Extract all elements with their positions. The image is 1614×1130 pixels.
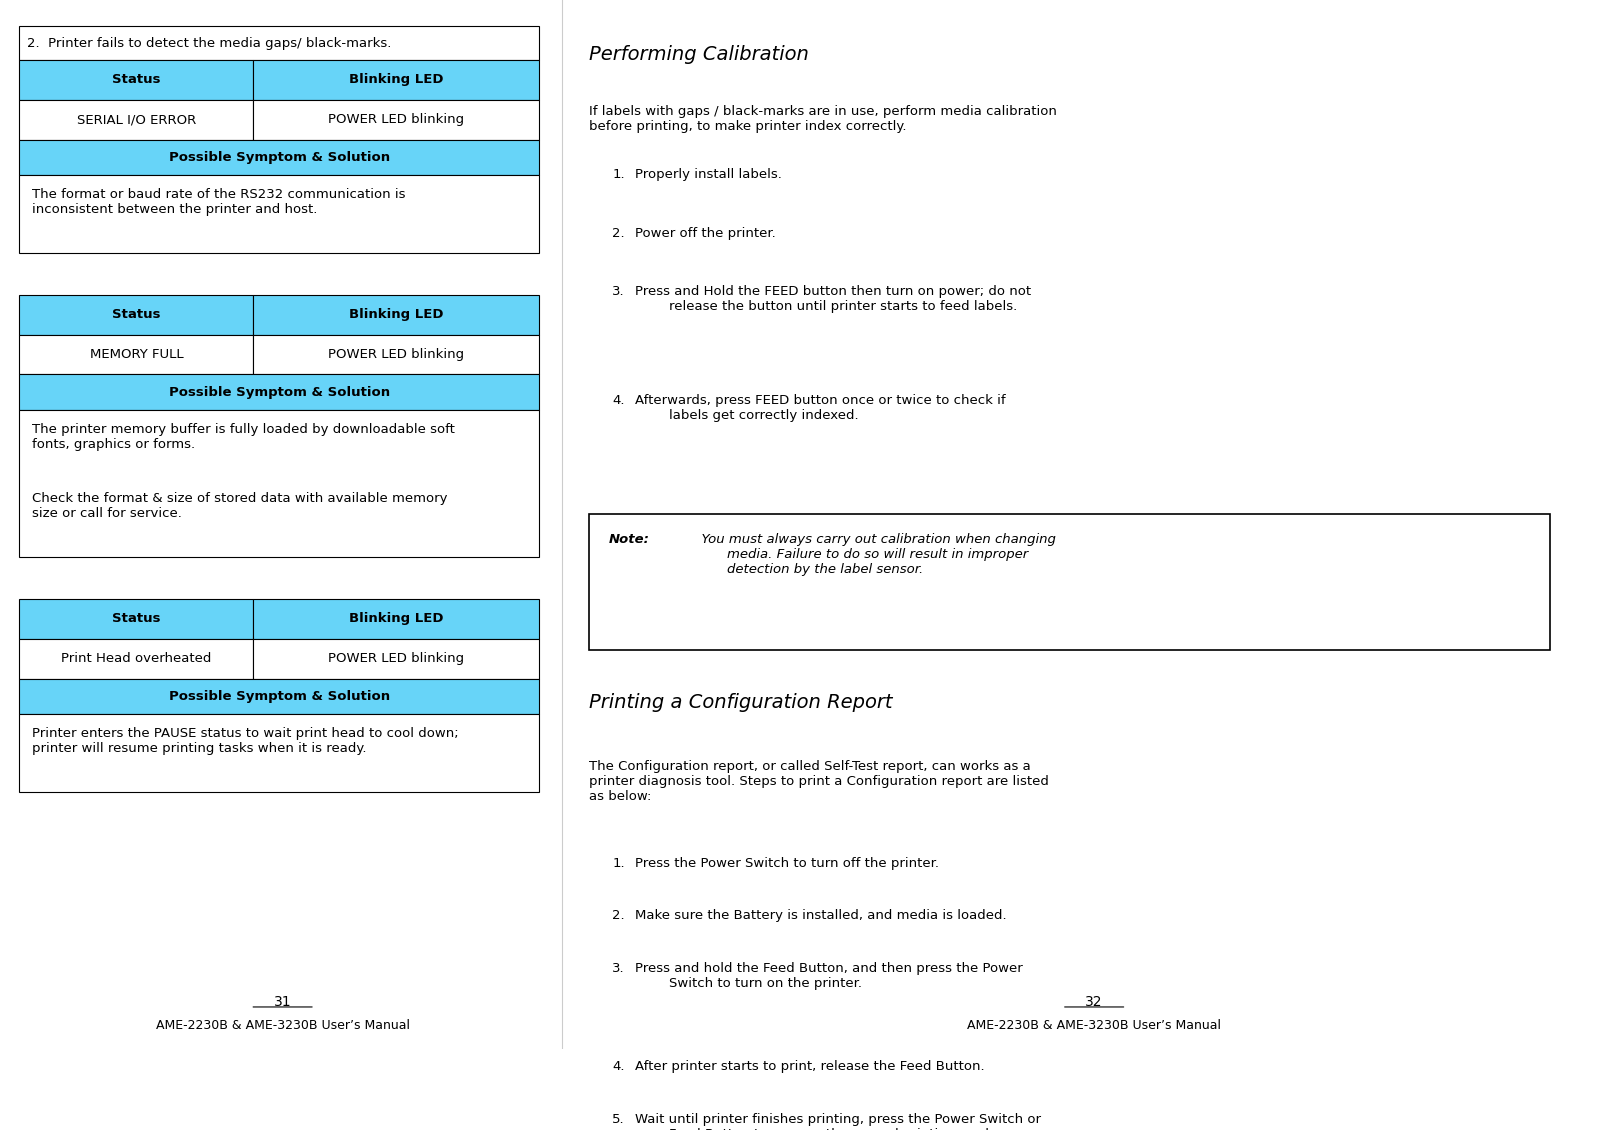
Text: 1.: 1. <box>612 857 625 870</box>
Bar <box>253 638 539 679</box>
Text: 1.: 1. <box>612 168 625 181</box>
Bar <box>589 514 1549 651</box>
Text: Print Head overheated: Print Head overheated <box>61 652 211 666</box>
Text: Performing Calibration: Performing Calibration <box>589 45 809 64</box>
Text: 3.: 3. <box>612 285 625 298</box>
Bar <box>19 334 253 374</box>
Text: Press the Power Switch to turn off the printer.: Press the Power Switch to turn off the p… <box>634 857 938 870</box>
Text: Possible Symptom & Solution: Possible Symptom & Solution <box>169 150 389 164</box>
Text: The printer memory buffer is fully loaded by downloadable soft
fonts, graphics o: The printer memory buffer is fully loade… <box>32 423 455 451</box>
Text: AME-2230B & AME-3230B User’s Manual: AME-2230B & AME-3230B User’s Manual <box>967 1019 1220 1033</box>
Bar <box>19 175 539 253</box>
Text: AME-2230B & AME-3230B User’s Manual: AME-2230B & AME-3230B User’s Manual <box>155 1019 410 1033</box>
Text: POWER LED blinking: POWER LED blinking <box>328 652 465 666</box>
Text: POWER LED blinking: POWER LED blinking <box>328 348 465 362</box>
Text: Status: Status <box>111 612 160 625</box>
Text: The format or baud rate of the RS232 communication is
inconsistent between the p: The format or baud rate of the RS232 com… <box>32 188 405 216</box>
Text: Press and Hold the FEED button then turn on power; do not
        release the bu: Press and Hold the FEED button then turn… <box>634 285 1030 313</box>
Text: Press and hold the Feed Button, and then press the Power
        Switch to turn : Press and hold the Feed Button, and then… <box>634 962 1022 990</box>
Bar <box>19 26 539 60</box>
Text: Afterwards, press FEED button once or twice to check if
        labels get corre: Afterwards, press FEED button once or tw… <box>634 394 1004 423</box>
Bar <box>253 599 539 638</box>
Text: Blinking LED: Blinking LED <box>349 612 444 625</box>
Text: 31: 31 <box>274 994 291 1009</box>
Text: 2.  Printer fails to detect the media gaps/ black-marks.: 2. Printer fails to detect the media gap… <box>27 36 392 50</box>
Bar <box>19 599 253 638</box>
Bar <box>19 410 539 557</box>
Bar <box>253 99 539 139</box>
Text: Blinking LED: Blinking LED <box>349 73 444 86</box>
Bar <box>19 679 539 714</box>
Text: Note:: Note: <box>608 533 649 546</box>
Bar <box>253 60 539 99</box>
Bar <box>19 638 253 679</box>
Text: 4.: 4. <box>612 394 625 408</box>
Text: Status: Status <box>111 308 160 321</box>
Text: Wait until printer finishes printing, press the Power Switch or
        Feed But: Wait until printer finishes printing, pr… <box>634 1113 1039 1130</box>
Text: Printing a Configuration Report: Printing a Configuration Report <box>589 694 893 712</box>
Text: Blinking LED: Blinking LED <box>349 308 444 321</box>
Text: Possible Symptom & Solution: Possible Symptom & Solution <box>169 690 389 703</box>
Text: Printer enters the PAUSE status to wait print head to cool down;
printer will re: Printer enters the PAUSE status to wait … <box>32 727 458 755</box>
Bar <box>19 99 253 139</box>
Text: SERIAL I/O ERROR: SERIAL I/O ERROR <box>77 113 195 127</box>
Text: If labels with gaps / black-marks are in use, perform media calibration
before p: If labels with gaps / black-marks are in… <box>589 105 1057 133</box>
Text: 4.: 4. <box>612 1060 625 1073</box>
Text: Check the format & size of stored data with available memory
size or call for se: Check the format & size of stored data w… <box>32 492 447 520</box>
Text: You must always carry out calibration when changing
        media. Failure to do: You must always carry out calibration wh… <box>692 533 1056 576</box>
Bar <box>19 714 539 792</box>
Bar <box>19 295 253 334</box>
Text: POWER LED blinking: POWER LED blinking <box>328 113 465 127</box>
Text: 2.: 2. <box>612 227 625 240</box>
Bar <box>19 374 539 410</box>
Text: 3.: 3. <box>612 962 625 975</box>
Bar <box>19 60 253 99</box>
Text: After printer starts to print, release the Feed Button.: After printer starts to print, release t… <box>634 1060 983 1073</box>
Text: 2.: 2. <box>612 910 625 922</box>
Text: Status: Status <box>111 73 160 86</box>
Text: Possible Symptom & Solution: Possible Symptom & Solution <box>169 385 389 399</box>
Text: Properly install labels.: Properly install labels. <box>634 168 781 181</box>
Text: 32: 32 <box>1085 994 1102 1009</box>
Bar <box>253 295 539 334</box>
Bar <box>19 139 539 175</box>
Text: 5.: 5. <box>612 1113 625 1125</box>
Text: Make sure the Battery is installed, and media is loaded.: Make sure the Battery is installed, and … <box>634 910 1006 922</box>
Text: Power off the printer.: Power off the printer. <box>634 227 775 240</box>
Text: MEMORY FULL: MEMORY FULL <box>89 348 182 362</box>
Bar <box>253 334 539 374</box>
Text: The Configuration report, or called Self-Test report, can works as a
printer dia: The Configuration report, or called Self… <box>589 760 1049 803</box>
